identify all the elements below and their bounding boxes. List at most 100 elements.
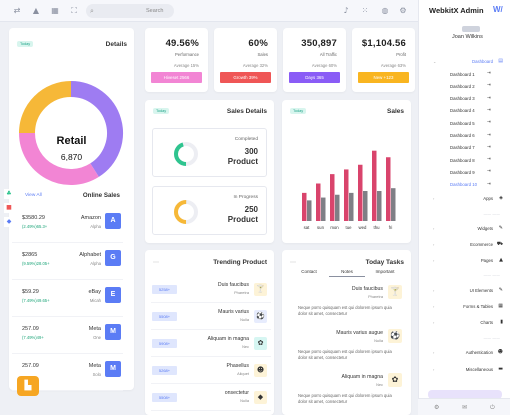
sidebar-item-pages[interactable]: › Pages ▲	[433, 257, 503, 263]
sidebar-item-authentication[interactable]: › Authentication ☻	[433, 349, 503, 355]
sidebar-subitem-dashboard[interactable]: Dashboard 1 ⇥	[419, 70, 510, 79]
sidebar-item-charts[interactable]: › Charts ▮	[433, 319, 503, 325]
trending-row[interactable]: 5508+ onsectetur Nulla ◆	[151, 385, 271, 411]
more-icon[interactable]: ⋯	[153, 260, 159, 266]
layers-icon[interactable]: ◆	[4, 217, 14, 227]
sidebar-subitem-dashboard[interactable]: Dashboard 2 ⇥	[419, 82, 510, 91]
sidebar-subitem-dashboard[interactable]: Dashboard 6 ⇥	[419, 132, 510, 141]
layers-icon[interactable]: ▲	[32, 6, 40, 15]
sidebar-item-ecommerce[interactable]: › Ecommerce ⛟	[433, 241, 503, 247]
stat-button[interactable]: Hiveset 2566	[151, 72, 202, 83]
sidebar-item-apps[interactable]: › Apps ◈	[433, 195, 503, 201]
sidebar-item-ui-elements[interactable]: › UI Elements ✎	[433, 287, 503, 293]
bar	[330, 174, 335, 221]
globe-icon[interactable]: ◍	[381, 6, 389, 15]
product-image-icon: ✿	[254, 337, 267, 350]
sale-change: (9.59%)28.05+	[22, 261, 50, 266]
product-sub: Nulla	[240, 317, 249, 322]
progress-number: 250	[244, 205, 258, 214]
progress-ring	[174, 200, 198, 224]
arrow-right-icon: ⇥	[487, 95, 491, 101]
search-input[interactable]: ⌕ Search	[86, 4, 174, 18]
more-icon[interactable]: ⋯	[290, 260, 296, 266]
chevron-right-icon: ›	[433, 196, 435, 201]
avatar[interactable]	[462, 26, 480, 32]
product-name: Phasellus	[226, 363, 250, 369]
sidebar-subitem-label: Dashboard 9	[450, 169, 475, 175]
section-divider: —— ——	[483, 273, 500, 277]
sidebar-item-dashboard[interactable]: ⌄ Dashboard ▤	[433, 58, 503, 64]
trending-row[interactable]: 5908+ Aliquam in magna Nec ✿	[151, 331, 271, 357]
stat-button[interactable]: Days 365	[289, 72, 340, 83]
sidebar-subitem-dashboard[interactable]: Dashboard 9 ⇥	[419, 168, 510, 177]
bar	[335, 194, 340, 221]
sales-chart-card: Today Sales sat sun mon tue wed thu fri	[282, 100, 411, 243]
power-icon[interactable]: ⏻	[490, 404, 495, 411]
tab-notes[interactable]: Notes	[329, 267, 365, 277]
bar	[302, 192, 307, 221]
stat-button[interactable]: New +123	[358, 72, 409, 83]
retail-donut-chart	[19, 81, 123, 185]
sidebar-subitem-dashboard[interactable]: Dashboard 8 ⇥	[419, 156, 510, 165]
sidebar-item-forms-tables[interactable]: › Forms & Tables ▦	[433, 303, 503, 309]
task-image-icon: ⚽	[388, 329, 402, 343]
online-sales-row[interactable]: 257.09 Meta Solo M	[12, 358, 123, 391]
chevron-right-icon: ›	[433, 242, 435, 247]
sidebar-subitem-dashboard[interactable]: Dashboard 3 ⇥	[419, 95, 510, 104]
tab-important[interactable]: Important	[375, 269, 395, 274]
sidebar-subitem-dashboard[interactable]: Dashboard 7 ⇥	[419, 144, 510, 153]
swap-icon[interactable]: ⇄	[13, 6, 21, 15]
online-sales-row[interactable]: 257.09 (7.49%)49+ Meta One M	[12, 321, 123, 354]
donut-segment	[19, 132, 99, 185]
support-chat-button[interactable]: ▙	[17, 376, 39, 396]
x-tick-label: wed	[359, 225, 367, 230]
view-all-link[interactable]: View All	[25, 193, 42, 198]
stat-button[interactable]: Growth 39%	[220, 72, 271, 83]
sales-details-title: Sales Details	[226, 108, 267, 115]
product-name: onsectetur	[224, 390, 249, 396]
stat-card: 60% Sales Average 32% Growth 39%	[214, 28, 277, 92]
company-sub: Solo	[92, 372, 101, 377]
settings-icon[interactable]: ⚙	[399, 6, 407, 15]
tab-contact[interactable]: Contact	[301, 269, 317, 274]
today-badge[interactable]: Today	[17, 41, 34, 47]
progress-value: 250 Product	[228, 205, 258, 225]
company-sub: Alpha	[90, 224, 101, 229]
sidebar-item-widgets[interactable]: › Widgets ✎	[433, 225, 503, 231]
trending-row[interactable]: 5508+ Mauris varius Nulla ⚽	[151, 304, 271, 330]
upgrade-banner[interactable]	[428, 390, 502, 399]
product-sub: Pharetra	[234, 290, 249, 295]
trending-row[interactable]: 5268+ Phasellus Aliquet ☻	[151, 358, 271, 384]
settings-icon[interactable]: ⚙	[434, 404, 440, 411]
progress-value: 300 Product	[228, 147, 258, 167]
microphone-icon[interactable]: ♪	[343, 6, 349, 15]
product-image-icon: ⚽	[254, 310, 267, 323]
section-divider: —— ——	[483, 336, 500, 340]
sidebar-subitem-dashboard[interactable]: Dashboard 10 ⇥	[419, 181, 510, 190]
mail-icon[interactable]: ✉	[462, 404, 468, 411]
fullscreen-icon[interactable]: ⛶	[71, 6, 77, 15]
task-name: Duis faucibus	[351, 286, 383, 292]
bar	[349, 192, 354, 221]
sidebar-subitem-label: Dashboard 8	[450, 157, 475, 163]
online-sales-row[interactable]: $2865 (9.59%)28.05+ Alphabet Alpha G	[12, 247, 123, 280]
product-sub: Nulla	[240, 398, 249, 403]
top-bar: ⇄ ▲ ▦ ⛶ ⌕ Search ♪ ⁙ ◍ ⚙	[0, 0, 418, 22]
leaf-icon[interactable]: ♣	[4, 189, 14, 199]
sidebar-subitem-dashboard[interactable]: Dashboard 4 ⇥	[419, 107, 510, 116]
user-name[interactable]: Joan Wilkins	[452, 34, 483, 40]
today-badge[interactable]: Today	[290, 108, 307, 114]
product-name: Mauris varius	[218, 309, 249, 315]
columns-icon[interactable]: ▦	[51, 6, 59, 15]
progress-unit: Product	[227, 157, 258, 166]
chart-icon: ▮	[500, 319, 503, 325]
sidebar-item-miscellaneous[interactable]: › Miscellaneous ▬	[433, 366, 503, 372]
grid-icon[interactable]: ⁙	[361, 6, 369, 15]
sidebar-subitem-dashboard[interactable]: Dashboard 5 ⇥	[419, 119, 510, 128]
bookmark-icon[interactable]: ■	[4, 203, 14, 213]
bar	[391, 188, 396, 221]
online-sales-row[interactable]: $59.29 (7.49%)49.65+ eBay Micah E	[12, 284, 123, 317]
today-badge[interactable]: Today	[153, 108, 170, 114]
trending-row[interactable]: 5258+ Duis faucibus Pharetra 🍸	[151, 277, 271, 303]
online-sales-row[interactable]: $3580.29 (2.49%)65.3+ Amazon Alpha A	[12, 210, 123, 243]
